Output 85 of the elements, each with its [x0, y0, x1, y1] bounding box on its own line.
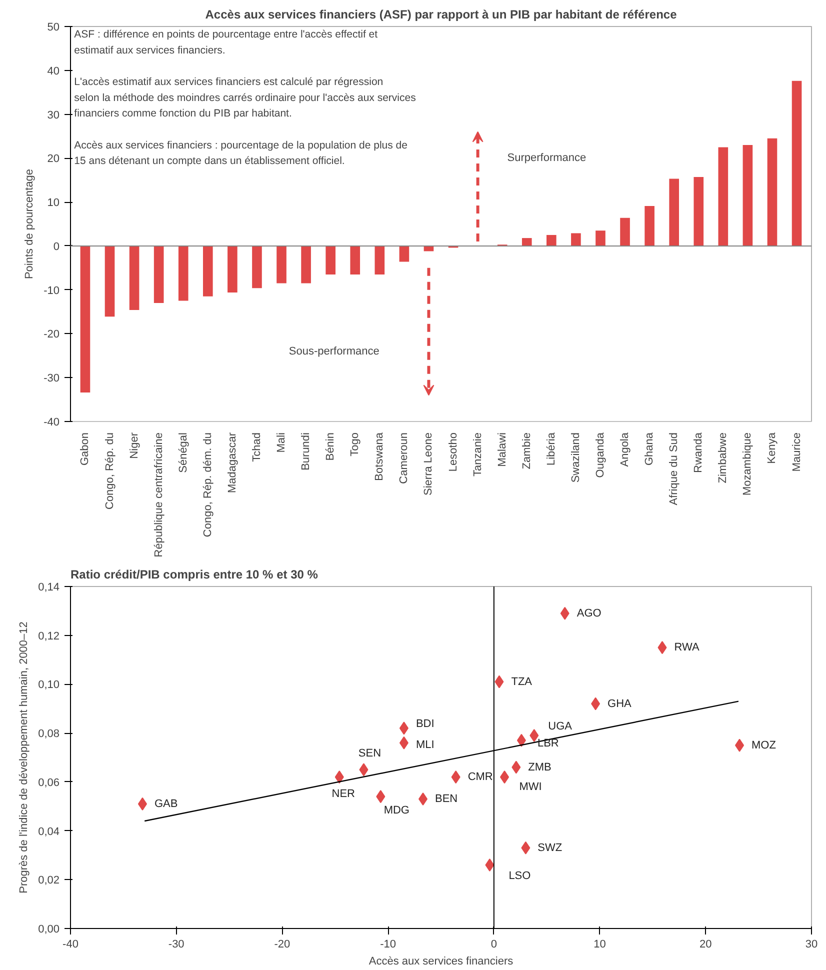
x-tick-label: Malawi — [496, 432, 508, 467]
y-tick-label: -20 — [44, 328, 60, 341]
x-tick-label: Angola — [619, 432, 632, 467]
y-tick-label: -10 — [44, 284, 60, 297]
annotation: MDG — [384, 804, 410, 817]
x-tick-label: Ghana — [644, 432, 656, 466]
annotation: MLI — [416, 738, 434, 751]
y-tick-label: 30 — [47, 109, 60, 122]
y-tick-label: 0,04 — [38, 826, 60, 838]
x-tick-label: -10 — [380, 938, 396, 950]
x-tick-label: Madagascar — [226, 432, 238, 494]
annotation: UGA — [548, 720, 573, 733]
x-tick-label: Ouganda — [594, 432, 606, 478]
x-tick-label: Sénégal — [177, 432, 190, 473]
x-tick-label: Gabon — [79, 432, 92, 466]
y-tick-label: 0,02 — [38, 874, 60, 887]
y-tick-label: 40 — [47, 65, 60, 78]
x-tick-label: Congo, Rép. du — [104, 432, 116, 510]
x-tick-label: Rwanda — [692, 432, 705, 473]
x-tick-label: Mali — [276, 432, 288, 453]
x-tick-label: -40 — [62, 938, 78, 950]
x-tick-label: République centrafricaine — [152, 432, 165, 558]
annotation: RWA — [674, 642, 700, 654]
annotation: Accès aux services financiers : pourcentage de la population de plus de 15 ans détenant un compte dans un établissement officiel. — [74, 139, 408, 168]
y-tick-label: 0,06 — [38, 776, 60, 789]
x-tick-label: Tanzanie — [472, 432, 484, 477]
x-tick-label: 10 — [594, 938, 606, 950]
x-tick-label: Niger — [128, 432, 140, 459]
x-tick-label: -30 — [168, 938, 184, 950]
annotation: LSO — [508, 870, 532, 882]
y-tick-label: 0 — [53, 240, 60, 253]
x-tick-label: Botswana — [374, 432, 386, 481]
annotation: L'accès estimatif aux services financiers est calculé par régression selon la méthode des moindres carrés ordinaire pour l'accès aux services financiers comme fonction du PIB par habitant. — [74, 76, 416, 120]
y-axis-title: Progrès de l'indice de développement humain, 2000–12 — [18, 622, 30, 894]
y-tick-label: 20 — [47, 153, 60, 166]
y-tick-label: -40 — [44, 416, 60, 428]
y-tick-label: 0,12 — [38, 630, 60, 642]
annotation: BDI — [416, 718, 434, 730]
x-tick-label: Kenya — [766, 432, 778, 464]
x-tick-label: Afrique du Sud — [668, 432, 680, 506]
annotation: BEN — [435, 793, 458, 806]
x-tick-label: Congo, Rép. dém. du — [202, 432, 214, 538]
annotation: Surperformance — [507, 152, 586, 164]
x-tick-label: Burundi — [300, 432, 312, 470]
chart-title: Accès aux services financiers (ASF) par rapport à un PIB par habitant de référence — [205, 8, 678, 22]
y-tick-label: 10 — [47, 197, 60, 210]
annotation: GHA — [608, 698, 632, 710]
annotation: SWZ — [538, 842, 562, 854]
x-tick-label: Libéria — [545, 432, 558, 466]
annotation: ASF : différence en points de pourcentage entre l'accès effectif et estimatif aux services financiers. — [74, 28, 378, 56]
annotation: SEN — [358, 748, 382, 760]
x-axis-title: Accès aux services financiers — [368, 956, 514, 968]
annotation: CMR — [468, 771, 493, 784]
y-tick-label: 0,14 — [38, 582, 60, 594]
chart-title: Ratio crédit/PIB compris entre 10 % et 30 % — [70, 568, 318, 582]
x-tick-label: Mozambique — [742, 432, 754, 496]
y-tick-label: 0,10 — [38, 679, 60, 692]
x-tick-label: Zambie — [520, 432, 533, 470]
x-tick-label: -20 — [274, 938, 290, 950]
y-axis-title: Points de pourcentage — [24, 168, 36, 280]
annotation: AGO — [576, 607, 602, 620]
y-tick-label: 0,08 — [38, 728, 60, 740]
x-tick-label: 30 — [805, 938, 818, 950]
y-tick-label: 0,00 — [38, 924, 60, 936]
x-tick-label: Maurice — [790, 432, 803, 472]
annotation: LBR — [537, 737, 559, 750]
x-tick-label: Togo — [349, 432, 362, 456]
y-tick-label: -30 — [44, 372, 60, 385]
x-tick-label: 0 — [490, 938, 497, 950]
x-tick-label: Bénin — [324, 432, 337, 461]
x-tick-label: 20 — [700, 938, 712, 950]
annotation: TZA — [511, 676, 533, 688]
annotation: GAB — [154, 798, 178, 810]
x-tick-label: Sierra Leone — [422, 432, 435, 496]
x-tick-label: Tchad — [250, 432, 263, 462]
annotation: NER — [332, 788, 356, 800]
x-tick-label: Lesotho — [447, 432, 460, 472]
x-tick-label: Swaziland — [570, 432, 582, 483]
x-tick-label: Zimbabwe — [717, 432, 730, 484]
x-tick-label: Cameroun — [398, 432, 410, 484]
annotation: MWI — [519, 781, 542, 794]
annotation: MOZ — [752, 739, 776, 752]
annotation: ZMB — [528, 761, 552, 774]
annotation: Sous-performance — [288, 345, 380, 358]
y-tick-label: 50 — [47, 22, 60, 34]
